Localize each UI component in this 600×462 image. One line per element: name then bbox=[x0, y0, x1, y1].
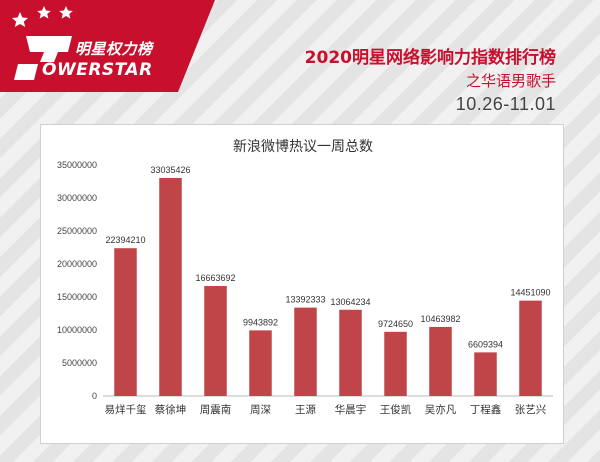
y-tick-label: 5000000 bbox=[62, 358, 97, 368]
value-labels-group: 22394210 33035426 16663692 9943892 13392333 1… bbox=[105, 165, 550, 349]
y-tick-label: 0 bbox=[92, 391, 97, 401]
bar bbox=[384, 331, 407, 396]
bar-value-label: 13392333 bbox=[285, 295, 325, 305]
powerstar-logo: 明星权力榜 OWERSTAR bbox=[0, 0, 215, 92]
page-title: 2020明星网络影响力指数排行榜 bbox=[304, 48, 556, 68]
bar-chart: 新浪微博热议一周总数 0 5000000 10000000 15000000 20000… bbox=[57, 138, 553, 416]
x-category-label: 易烊千玺 bbox=[105, 403, 147, 416]
bar bbox=[204, 286, 227, 396]
chart-title: 新浪微博热议一周总数 bbox=[233, 138, 373, 155]
x-category-label: 周深 bbox=[250, 404, 271, 416]
bar bbox=[519, 300, 542, 396]
y-tick-label: 10000000 bbox=[57, 325, 97, 335]
bars-group bbox=[114, 177, 542, 396]
y-tick-label: 15000000 bbox=[57, 292, 97, 302]
bar bbox=[249, 330, 272, 396]
bar bbox=[159, 177, 182, 396]
y-tick-label: 35000000 bbox=[57, 160, 97, 170]
bar-value-label: 10463982 bbox=[420, 314, 460, 324]
bar-value-label: 16663692 bbox=[195, 273, 235, 283]
page-subtitle: 之华语男歌手 bbox=[465, 72, 556, 90]
bar bbox=[474, 352, 497, 396]
bar bbox=[339, 309, 362, 396]
bar-value-label: 9724650 bbox=[378, 319, 413, 329]
bar-value-label: 13064234 bbox=[330, 297, 370, 307]
bar-value-label: 22394210 bbox=[105, 235, 145, 245]
date-range: 10.26-11.01 bbox=[455, 94, 556, 114]
x-category-label: 蔡徐坤 bbox=[155, 403, 187, 416]
chart-card: 新浪微博热议一周总数 0 5000000 10000000 15000000 20000… bbox=[40, 124, 564, 444]
bar-value-label: 33035426 bbox=[150, 165, 190, 175]
bar bbox=[429, 326, 452, 396]
y-tick-label: 25000000 bbox=[57, 226, 97, 236]
x-category-label: 张艺兴 bbox=[515, 404, 547, 416]
bar bbox=[294, 307, 317, 396]
y-tick-label: 30000000 bbox=[57, 193, 97, 203]
bar-value-label: 6609394 bbox=[468, 339, 503, 349]
y-tick-label: 20000000 bbox=[57, 259, 97, 269]
x-category-label: 丁程鑫 bbox=[470, 403, 502, 416]
x-category-label: 周震南 bbox=[200, 403, 232, 416]
x-category-label: 吴亦凡 bbox=[425, 403, 457, 416]
bar-value-label: 14451090 bbox=[510, 288, 550, 298]
x-category-label: 王俊凯 bbox=[380, 403, 412, 416]
bar bbox=[114, 248, 137, 396]
bar-value-label: 9943892 bbox=[243, 317, 278, 327]
x-category-label: 王源 bbox=[295, 403, 316, 416]
x-labels-group: 易烊千玺 蔡徐坤 周震南 周深 王源 华晨宇 王俊凯 吴亦凡 丁程鑫 张艺兴 bbox=[105, 403, 547, 416]
logo-chinese-text: 明星权力榜 bbox=[75, 40, 153, 58]
logo-english-text: OWERSTAR bbox=[42, 60, 153, 80]
x-category-label: 华晨宇 bbox=[335, 403, 367, 416]
